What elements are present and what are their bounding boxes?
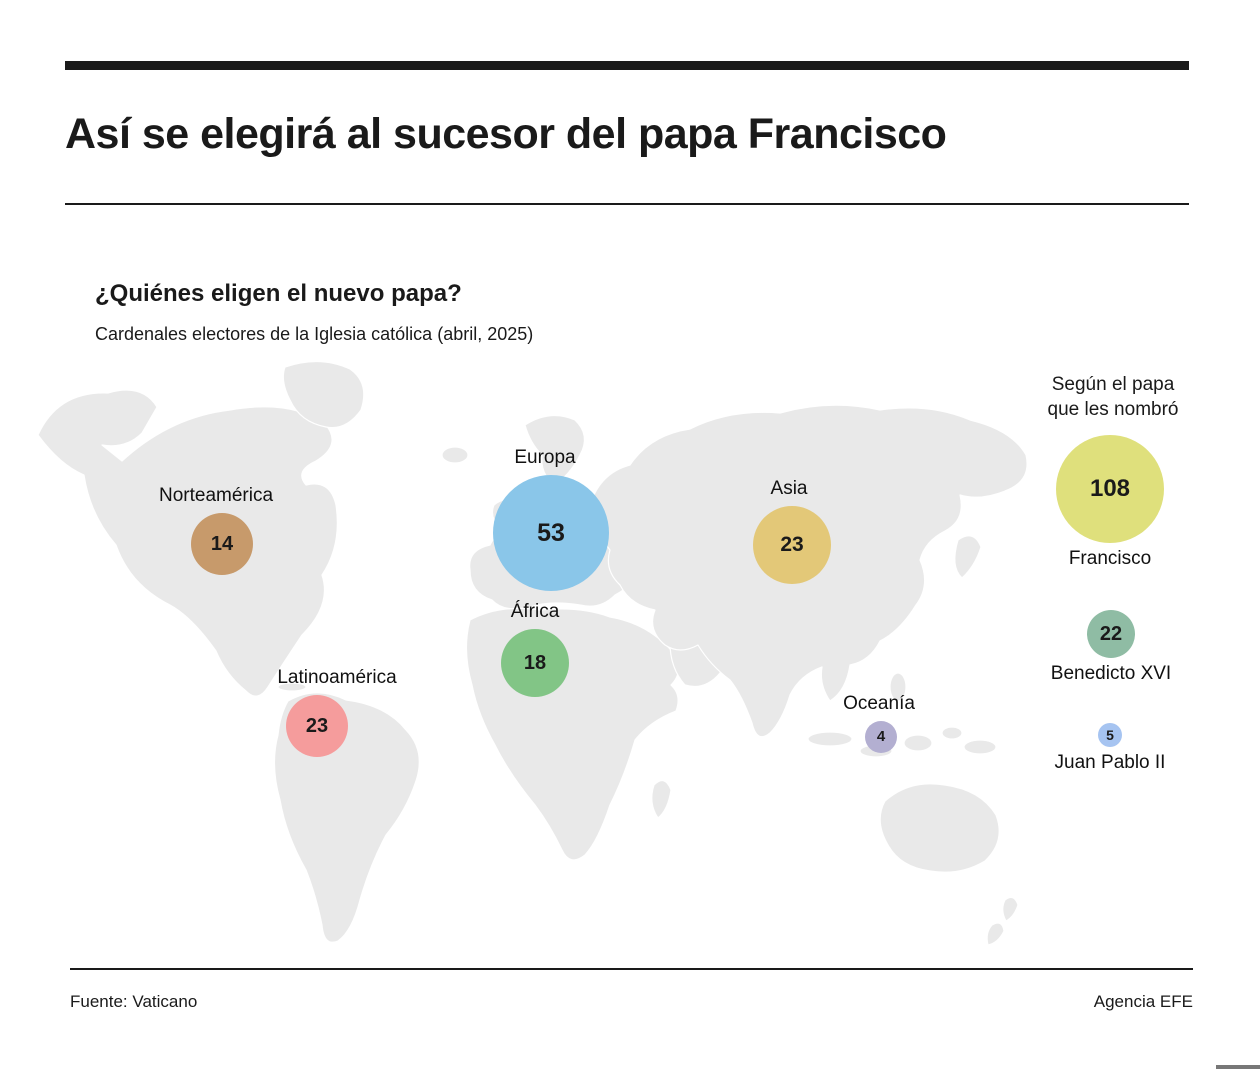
pope-legend-heading-line2: que les nombró <box>1047 399 1179 420</box>
world-map <box>30 355 1040 955</box>
bubble-latinoamerica: 23 <box>286 695 348 757</box>
bubble-norteamerica: 14 <box>191 513 253 575</box>
footer-divider <box>70 968 1193 970</box>
title-divider <box>65 203 1189 205</box>
bubble-asia: 23 <box>753 506 831 584</box>
bubble-label-latinoamerica: Latinoamérica <box>277 667 397 688</box>
bubble-value-asia: 23 <box>780 533 804 556</box>
bubble-juan-pablo-ii: 5 <box>1098 723 1122 747</box>
top-rule <box>65 61 1189 70</box>
bubble-value-francisco: 108 <box>1089 475 1131 502</box>
pope-legend-heading-line1: Según el papa <box>1051 374 1175 395</box>
bubble-label-oceania: Oceanía <box>843 693 915 714</box>
bubble-value-oceania: 4 <box>876 728 886 745</box>
bubble-value-europa: 53 <box>537 519 565 547</box>
page-title: Así se elegirá al sucesor del papa Franc… <box>65 110 947 158</box>
bubble-label-francisco: Francisco <box>1068 548 1152 569</box>
bubble-value-latinoamerica: 23 <box>305 715 329 737</box>
bubble-benedicto-xvi: 22 <box>1087 610 1135 658</box>
corner-mark <box>1216 1065 1260 1069</box>
source-note: Fuente: Vaticano <box>70 992 198 1011</box>
bubble-label-juan-pablo-ii: Juan Pablo II <box>1054 752 1166 773</box>
bubble-label-norteamerica: Norteamérica <box>158 485 274 506</box>
bubble-oceania: 4 <box>865 721 897 753</box>
bubble-value-africa: 18 <box>523 652 547 674</box>
credit-note: Agencia EFE <box>1093 992 1193 1011</box>
bubble-africa: 18 <box>501 629 569 697</box>
chart-title: ¿Quiénes eligen el nuevo papa? <box>95 280 462 307</box>
chart-subtitle: Cardenales electores de la Iglesia catól… <box>95 324 534 344</box>
pope-legend-heading: Según el papa que les nombró <box>1048 372 1179 422</box>
bubble-value-benedicto-xvi: 22 <box>1099 623 1123 645</box>
bubble-europa: 53 <box>493 475 609 591</box>
bubble-francisco: 108 <box>1056 435 1164 543</box>
bubble-label-europa: Europa <box>514 447 576 468</box>
bubble-label-africa: África <box>510 601 560 622</box>
bubble-value-juan-pablo-ii: 5 <box>1106 727 1114 743</box>
bubble-label-benedicto-xvi: Benedicto XVI <box>1050 663 1172 684</box>
bubble-value-norteamerica: 14 <box>210 533 234 555</box>
bubble-label-asia: Asia <box>770 478 808 499</box>
